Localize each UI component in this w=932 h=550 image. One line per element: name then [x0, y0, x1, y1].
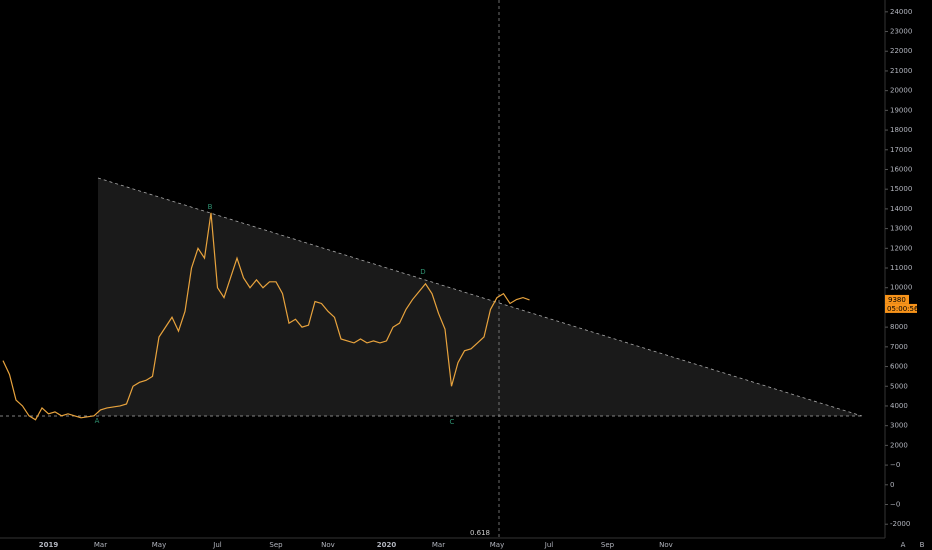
x-tick-label: Sep	[269, 541, 283, 549]
annotation: C	[450, 418, 455, 426]
y-tick-label: −0	[890, 461, 900, 469]
price-tag	[885, 294, 909, 304]
y-tick-label: 8000	[890, 323, 908, 331]
annotation: B	[208, 203, 213, 211]
y-tick-label: 12000	[890, 244, 912, 252]
y-tick-label: 18000	[890, 126, 912, 134]
y-tick-label: 20000	[890, 87, 912, 95]
resistance-line	[97, 177, 863, 417]
y-tick-label: 11000	[890, 264, 912, 272]
x-tick-label: Nov	[659, 541, 673, 549]
countdown-tag	[885, 303, 917, 313]
countdown-label: 05:00:56	[887, 305, 919, 313]
y-tick-label: 15000	[890, 185, 912, 193]
y-tick-label: 0	[890, 481, 894, 489]
y-tick-label: 21000	[890, 67, 912, 75]
y-tick-label: 19000	[890, 106, 912, 114]
y-tick-label: −0	[890, 500, 900, 508]
x-tick-label: Mar	[432, 541, 445, 549]
y-tick-label: 16000	[890, 165, 912, 173]
y-tick-label: 10000	[890, 284, 912, 292]
x-tick-label: Jul	[212, 541, 222, 549]
y-tick-label: 4000	[890, 402, 908, 410]
y-tick-label: -2000	[890, 520, 910, 528]
y-tick-label: 7000	[890, 343, 908, 351]
scale-button[interactable]: B	[920, 541, 925, 549]
y-tick-label: 3000	[890, 422, 908, 430]
y-tick-label: 13000	[890, 225, 912, 233]
annotation: D	[420, 268, 425, 276]
y-tick-label: 6000	[890, 363, 908, 371]
scale-button[interactable]: A	[901, 541, 906, 549]
x-tick-label: Mar	[94, 541, 107, 549]
annotation: A	[95, 417, 100, 425]
x-tick-label: 2019	[39, 541, 59, 549]
y-tick-label: 5000	[890, 382, 908, 390]
x-tick-label: 2020	[377, 541, 397, 549]
x-tick-label: May	[152, 541, 166, 549]
x-tick-label: Nov	[321, 541, 335, 549]
x-tick-label: Jul	[544, 541, 554, 549]
y-tick-label: 24000	[890, 8, 912, 16]
y-tick-label: 2000	[890, 441, 908, 449]
y-tick-label: 14000	[890, 205, 912, 213]
x-tick-label: Sep	[601, 541, 615, 549]
x-tick-label: May	[490, 541, 504, 549]
y-tick-label: 23000	[890, 28, 912, 36]
annotation: 0.618	[470, 529, 490, 537]
price-tag-label: 9380	[888, 296, 906, 304]
y-tick-label: 17000	[890, 146, 912, 154]
y-tick-label: 22000	[890, 47, 912, 55]
price-line	[2, 212, 530, 421]
